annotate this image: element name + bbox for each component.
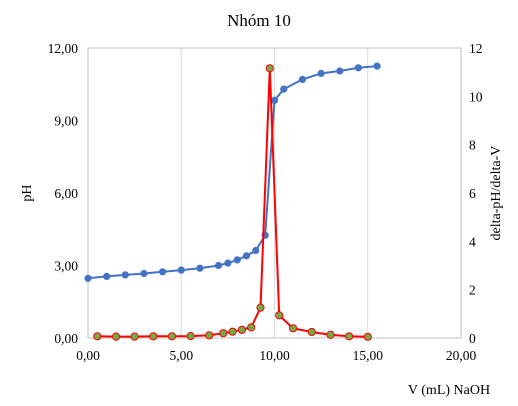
x-tick-label: 0,00 bbox=[76, 348, 100, 363]
x-tick-label: 15,00 bbox=[353, 348, 384, 363]
ph-data-point bbox=[317, 69, 325, 77]
derivative-data-point bbox=[247, 323, 256, 332]
ph-series-line bbox=[87, 65, 378, 280]
y2-tick-label: 4 bbox=[469, 234, 476, 249]
y2-tick-label: 2 bbox=[469, 283, 476, 298]
derivative-data-point bbox=[265, 64, 274, 73]
y2-axis-label: delta-pH/delta-V bbox=[489, 146, 504, 241]
plot-area bbox=[87, 47, 462, 339]
ph-data-point bbox=[298, 75, 307, 83]
ph-data-point bbox=[252, 246, 260, 255]
data-series bbox=[84, 62, 381, 341]
ph-data-point bbox=[373, 62, 381, 70]
y-tick-label: 6,00 bbox=[54, 186, 78, 201]
ph-data-point bbox=[214, 261, 223, 270]
derivative-data-point bbox=[345, 332, 354, 341]
derivative-data-point bbox=[256, 303, 265, 312]
ph-data-point bbox=[354, 64, 362, 72]
derivative-data-point bbox=[219, 329, 228, 338]
derivative-data-point bbox=[275, 311, 284, 320]
ph-data-point bbox=[84, 274, 92, 282]
derivative-data-point bbox=[130, 332, 139, 341]
y-axis-label: pH bbox=[20, 184, 35, 201]
derivative-data-point bbox=[228, 327, 237, 336]
derivative-data-point bbox=[149, 332, 158, 341]
derivative-data-point bbox=[363, 332, 372, 341]
derivative-data-point bbox=[237, 325, 246, 334]
ph-data-point bbox=[233, 256, 241, 264]
derivative-data-point bbox=[93, 332, 102, 341]
ph-data-point bbox=[224, 259, 232, 267]
x-axis-ticks: 0,00 5,00 10,00 15,00 20,00 bbox=[76, 348, 476, 363]
ph-data-point bbox=[270, 96, 279, 104]
y-axis-ticks: 0,00 3,00 6,00 9,00 12,00 bbox=[48, 41, 79, 346]
derivative-data-point bbox=[326, 330, 335, 339]
derivative-data-point bbox=[111, 332, 121, 341]
ph-data-point bbox=[196, 264, 204, 272]
y-tick-label: 0,00 bbox=[54, 331, 78, 346]
derivative-data-point bbox=[186, 332, 195, 341]
derivative-data-point bbox=[205, 331, 214, 340]
y2-tick-label: 8 bbox=[469, 138, 476, 153]
derivative-data-point bbox=[289, 324, 298, 333]
chart-title: Nhóm 10 bbox=[227, 11, 291, 30]
y2-tick-label: 10 bbox=[469, 89, 483, 104]
ph-data-point bbox=[177, 266, 185, 274]
x-tick-label: 5,00 bbox=[169, 348, 193, 363]
ph-data-point bbox=[159, 268, 167, 276]
ph-data-point bbox=[121, 271, 129, 279]
derivative-series-line bbox=[97, 68, 368, 338]
x-tick-label: 10,00 bbox=[259, 348, 290, 363]
y-tick-label: 9,00 bbox=[54, 114, 78, 129]
derivative-data-point bbox=[167, 332, 176, 341]
x-tick-label: 20,00 bbox=[446, 348, 477, 363]
y2-axis-ticks: 0 2 4 6 8 10 12 bbox=[469, 41, 483, 346]
x-axis-label: V (mL) NaOH bbox=[408, 383, 490, 398]
ph-data-point bbox=[280, 85, 288, 93]
ph-data-point bbox=[242, 252, 251, 260]
ph-data-point bbox=[336, 67, 344, 75]
y-tick-label: 12,00 bbox=[48, 41, 79, 56]
y-tick-label: 3,00 bbox=[54, 259, 78, 274]
y2-tick-label: 12 bbox=[469, 41, 483, 56]
derivative-data-point bbox=[307, 327, 316, 337]
y2-tick-label: 0 bbox=[469, 331, 476, 346]
ph-data-point bbox=[140, 269, 148, 278]
ph-data-point bbox=[103, 272, 111, 280]
y2-tick-label: 6 bbox=[469, 186, 476, 201]
